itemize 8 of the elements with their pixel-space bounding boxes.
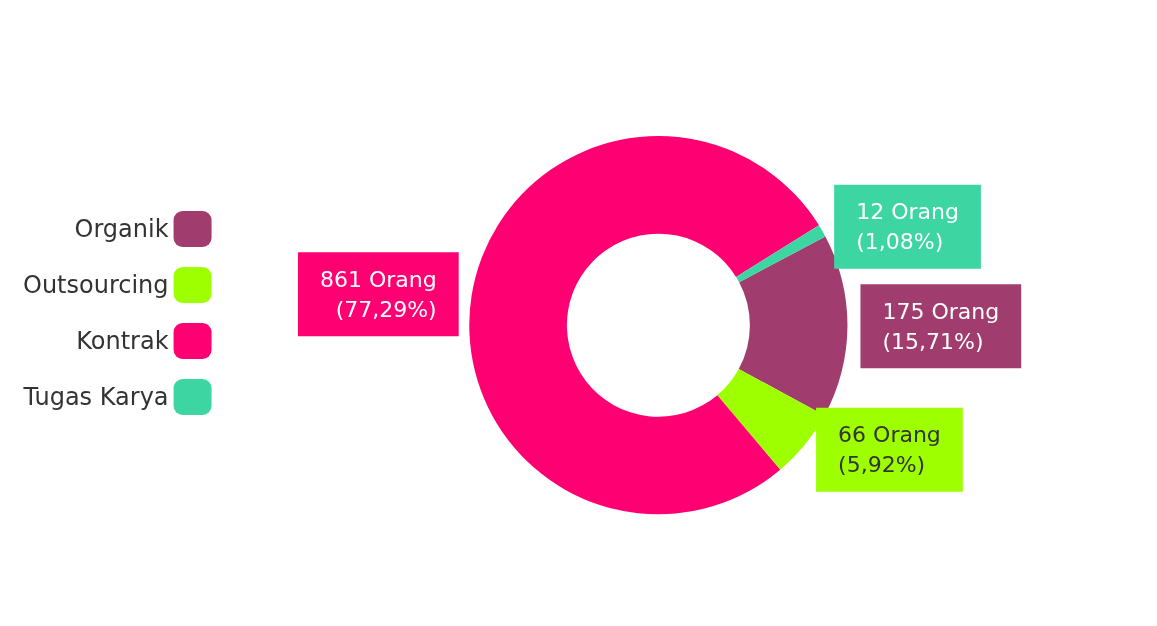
legend-label: Outsourcing <box>23 271 169 299</box>
legend-label: Tugas Karya <box>22 383 169 411</box>
data-label: 12 Orang (1,08%) <box>856 199 959 255</box>
legend-label: Organik <box>74 215 169 243</box>
data-label: 175 Orang (15,71%) <box>882 298 1000 354</box>
data-label: 66 Orang (5,92%) <box>838 422 941 478</box>
data-label: 861 Orang (77,29%) <box>319 266 437 322</box>
legend-label: Kontrak <box>76 327 169 355</box>
